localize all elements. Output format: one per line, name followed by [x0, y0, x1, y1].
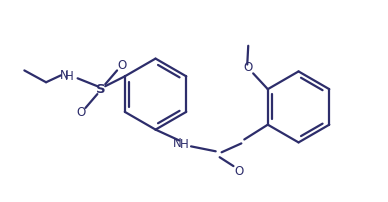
Text: H: H	[65, 70, 74, 83]
Text: O: O	[118, 59, 126, 72]
Text: O: O	[76, 106, 85, 119]
Text: N: N	[59, 69, 68, 82]
Text: S: S	[97, 83, 106, 96]
Text: N: N	[173, 137, 182, 150]
Text: O: O	[235, 164, 244, 178]
Text: H: H	[180, 138, 189, 151]
Text: O: O	[244, 61, 253, 74]
